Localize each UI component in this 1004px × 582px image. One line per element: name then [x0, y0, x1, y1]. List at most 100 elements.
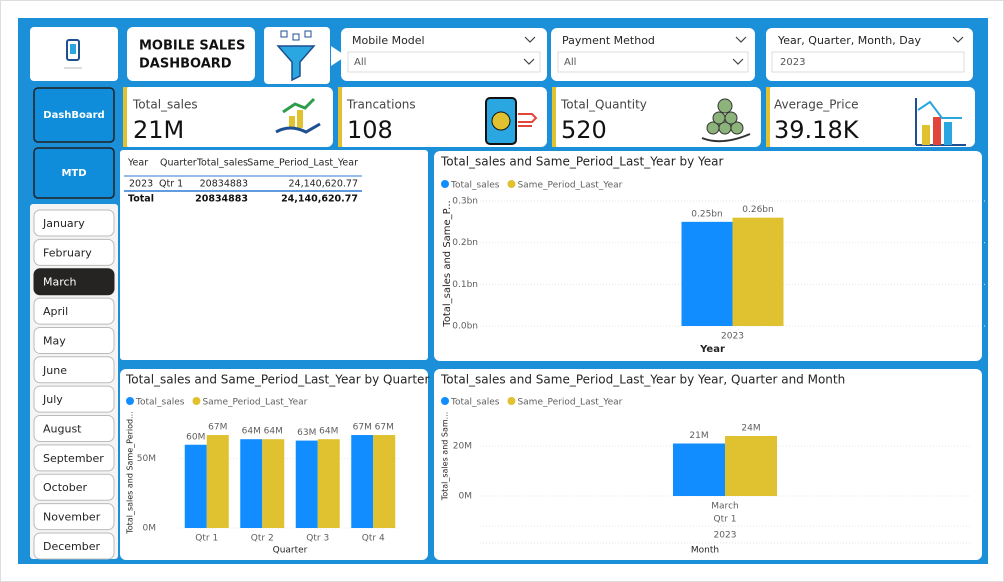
month-label: December: [43, 540, 101, 553]
y-axis-title: Total_sales and Sam...: [441, 412, 450, 502]
chart-title: Total_sales and Same_Period_Last_Year by…: [440, 373, 845, 387]
bar: [317, 439, 340, 528]
bar: [732, 217, 784, 326]
data-label: 21M: [689, 431, 708, 441]
table-total: Total: [128, 194, 154, 205]
nav-button-label: MTD: [61, 168, 86, 179]
x-tick-label: Qtr 1: [714, 515, 737, 525]
data-label: 64M: [319, 427, 338, 437]
x-tick-label: March: [711, 502, 738, 512]
nav-button[interactable]: [33, 87, 115, 143]
data-label: 67M: [208, 423, 227, 433]
legend-swatch: [441, 397, 449, 405]
kpi-icon: [701, 98, 751, 143]
month-button[interactable]: [33, 532, 115, 560]
slicer[interactable]: Payment Method All: [551, 28, 755, 81]
data-label: 60M: [186, 432, 205, 442]
y-tick-label: 0.0bn: [452, 322, 478, 332]
table-header: Year: [127, 158, 148, 169]
slicer-value: All: [354, 57, 366, 68]
chart-title: Total_sales and Same_Period_Last_Year by…: [125, 373, 429, 387]
bar: [673, 443, 725, 496]
kpi-card: Total_sales 21M: [123, 87, 333, 147]
month-label: January: [42, 217, 85, 230]
legend-label: Total_sales: [450, 181, 500, 191]
table-header: Same_Period_Last_Year: [247, 158, 358, 169]
slicer[interactable]: Year, Quarter, Month, Day 2023: [766, 28, 973, 81]
kpi-card: Trancations 108: [338, 87, 547, 147]
month-label: September: [43, 452, 104, 465]
month-button[interactable]: [33, 209, 115, 237]
month-button[interactable]: [33, 297, 115, 325]
y-tick-label: 0.3bn: [452, 197, 478, 207]
legend-swatch: [126, 397, 134, 405]
bar: [351, 435, 374, 528]
y-tick-label: 0.1bn: [452, 280, 478, 290]
legend-label: Total_sales: [450, 398, 500, 408]
month-button[interactable]: [33, 444, 115, 472]
bar: [295, 440, 318, 528]
kpi-value: 108: [347, 116, 393, 144]
data-label: 0.26bn: [742, 205, 773, 215]
month-label: February: [43, 246, 92, 259]
month-label: April: [43, 305, 68, 318]
table-cell: Qtr 1: [159, 179, 183, 190]
kpi-value: 520: [561, 116, 607, 144]
x-tick-label: Qtr 4: [362, 534, 385, 544]
x-axis-title: Year: [699, 344, 725, 355]
y-tick-label: 0M: [143, 524, 157, 534]
nav-button-label: DashBoard: [43, 110, 104, 121]
table-cell: 24,140,620.77: [288, 179, 358, 190]
month-label: October: [43, 481, 87, 494]
data-label: 24M: [741, 424, 760, 434]
table-total: 20834883: [195, 194, 248, 205]
legend-label: Same_Period_Last_Year: [517, 181, 622, 191]
month-button[interactable]: [33, 385, 115, 413]
bar: [725, 436, 777, 496]
bar: [240, 439, 263, 528]
bar: [184, 444, 207, 528]
x-axis-title: Quarter: [273, 546, 308, 556]
month-button[interactable]: [33, 268, 115, 296]
data-label: 63M: [297, 428, 316, 438]
month-button[interactable]: [33, 415, 115, 443]
month-label: June: [42, 364, 67, 377]
legend-label: Same_Period_Last_Year: [517, 398, 622, 408]
kpi-label: Trancations: [346, 98, 416, 112]
slicer-label: Mobile Model: [352, 34, 425, 47]
y-tick-label: 50M: [137, 454, 156, 464]
slicer[interactable]: Mobile Model All: [341, 28, 547, 81]
month-button[interactable]: [33, 238, 115, 266]
data-label: 67M: [353, 423, 372, 433]
kpi-label: Total_Quantity: [560, 98, 647, 112]
table-total: 24,140,620.77: [281, 194, 358, 205]
bar: [373, 435, 396, 528]
kpi-icon: [485, 97, 538, 145]
title-line: MOBILE SALES: [139, 39, 245, 54]
legend-swatch: [441, 180, 449, 188]
month-label: November: [43, 511, 101, 524]
chart-title: Total_sales and Same_Period_Last_Year by…: [440, 155, 723, 169]
nav-button[interactable]: [33, 147, 115, 199]
month-button[interactable]: [33, 503, 115, 531]
kpi-value: 21M: [133, 116, 184, 144]
month-button[interactable]: [33, 326, 115, 354]
table-cell: 20834883: [200, 179, 248, 190]
table-header: Total_sales: [196, 158, 248, 169]
y-tick-label: 20M: [453, 442, 472, 452]
kpi-card: Average_Price 39.18K: [766, 87, 975, 147]
month-label: August: [43, 423, 82, 436]
y-tick-label: 0M: [459, 492, 473, 502]
x-tick-label: 2023: [714, 531, 737, 541]
bar: [206, 435, 229, 528]
filter-icon: [276, 30, 316, 82]
x-tick-label: Qtr 3: [306, 534, 329, 544]
month-button[interactable]: [33, 356, 115, 384]
slicer-value: 2023: [780, 57, 805, 68]
y-axis-title: Total_sales and Same_Period...: [126, 411, 135, 534]
month-button[interactable]: [33, 473, 115, 501]
table-panel: [120, 150, 428, 360]
bar: [262, 439, 285, 528]
legend-swatch: [507, 180, 516, 188]
